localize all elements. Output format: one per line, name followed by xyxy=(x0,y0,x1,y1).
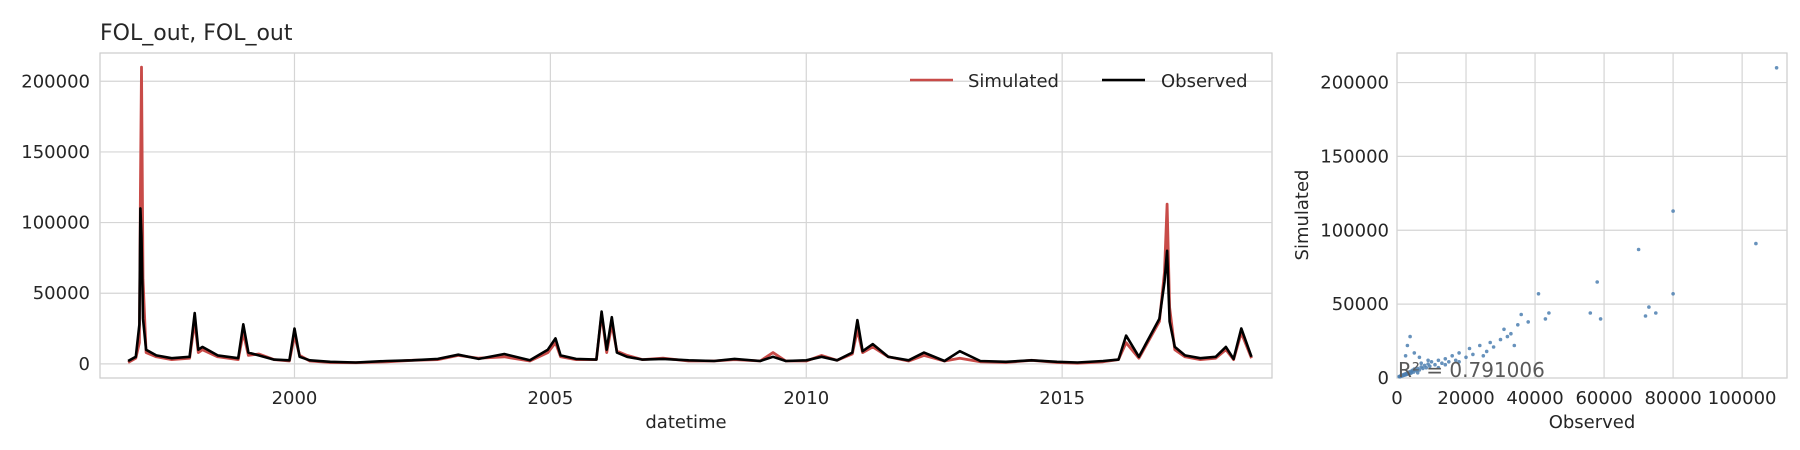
scatter-y-tick-label: 100000 xyxy=(1320,220,1389,241)
scatter-point xyxy=(1491,345,1496,349)
r-squared-annotation: R² = 0.791006 xyxy=(1398,358,1545,382)
series-line-observed xyxy=(127,207,1253,364)
scatter-point xyxy=(1519,312,1523,317)
scatter-point xyxy=(1408,334,1412,339)
scatter-point xyxy=(1636,247,1641,252)
scatter-x-tick-label: 60000 xyxy=(1575,388,1632,409)
scatter-x-ticks: 0 20000 40000 60000 80000 100000 xyxy=(1391,388,1776,409)
scatter-point xyxy=(1595,280,1599,284)
scatter-point xyxy=(1415,371,1420,375)
scatter-point xyxy=(1598,317,1603,321)
timeseries-x-ticks: 2000 2005 2010 2015 xyxy=(272,388,1085,409)
scatter-point xyxy=(1536,292,1541,296)
scatter-point xyxy=(1647,305,1651,309)
scatter-x-tick-label: 80000 xyxy=(1644,388,1701,409)
scatter-x-tick-label: 100000 xyxy=(1708,388,1777,409)
scatter-y-axis-label: Simulated xyxy=(1292,170,1313,261)
scatter-y-ticks: 0 50000 100000 150000 200000 xyxy=(1320,73,1389,389)
scatter-point xyxy=(1547,311,1551,315)
scatter-point xyxy=(1403,354,1408,358)
scatter-point xyxy=(1443,357,1448,361)
scatter-point xyxy=(1588,311,1593,315)
scatter-point xyxy=(1471,352,1475,357)
scatter-y-tick-label: 0 xyxy=(1378,368,1389,389)
legend-simulated-label: Simulated xyxy=(968,71,1059,92)
scatter-point xyxy=(1457,351,1461,355)
scatter-x-tick-label: 40000 xyxy=(1506,388,1563,409)
scatter-point xyxy=(1436,365,1441,370)
scatter-point xyxy=(1654,311,1658,315)
scatter-x-tick-label: 0 xyxy=(1391,388,1402,409)
scatter-point xyxy=(1671,209,1675,213)
scatter-point xyxy=(1417,355,1422,360)
scatter-point xyxy=(1505,334,1510,339)
timeseries-title: FOL_out, FOL_out xyxy=(100,21,293,46)
scatter-point xyxy=(1671,292,1675,296)
timeseries-y-ticks: 0 50000 100000 150000 200000 xyxy=(21,71,90,375)
scatter-panel: 0 50000 100000 150000 200000 0 20000 40000 6000… xyxy=(1292,52,1788,433)
scatter-plot-area xyxy=(1396,52,1788,379)
timeseries-y-tick-label: 200000 xyxy=(21,71,90,92)
scatter-point xyxy=(1498,337,1503,342)
scatter-point xyxy=(1419,365,1423,369)
scatter-point xyxy=(1426,362,1430,366)
scatter-point xyxy=(1543,317,1548,321)
scatter-point xyxy=(1443,362,1448,367)
scatter-point xyxy=(1433,362,1437,367)
scatter-point xyxy=(1440,361,1444,366)
scatter-y-tick-label: 200000 xyxy=(1320,73,1389,94)
scatter-point xyxy=(1488,340,1492,345)
timeseries-x-tick-label: 2000 xyxy=(272,388,318,409)
scatter-point xyxy=(1481,354,1486,358)
scatter-point xyxy=(1509,331,1513,336)
scatter-point xyxy=(1436,358,1441,363)
timeseries-y-tick-label: 50000 xyxy=(33,283,90,304)
scatter-point xyxy=(1397,374,1401,379)
timeseries-lines xyxy=(127,65,1253,365)
timeseries-x-tick-label: 2010 xyxy=(783,388,829,409)
scatter-point xyxy=(1484,349,1489,354)
scatter-point xyxy=(1457,360,1461,364)
scatter-point xyxy=(1643,314,1648,318)
timeseries-x-tick-label: 2005 xyxy=(527,388,573,409)
scatter-point xyxy=(1464,355,1468,360)
timeseries-plot-area xyxy=(99,52,1273,379)
timeseries-panel: 0 50000 100000 150000 200000 2000 2005 2010 201… xyxy=(21,21,1273,433)
timeseries-x-tick-label: 2015 xyxy=(1039,388,1085,409)
scatter-grid xyxy=(1396,53,1787,379)
scatter-point xyxy=(1512,343,1517,348)
scatter-point xyxy=(1422,363,1427,368)
scatter-point xyxy=(1502,327,1506,332)
scatter-point xyxy=(1405,343,1410,348)
scatter-point xyxy=(1429,360,1434,364)
scatter-points xyxy=(1397,66,1779,379)
legend-observed-label: Observed xyxy=(1161,71,1248,92)
scatter-point xyxy=(1467,346,1472,351)
scatter-y-tick-label: 50000 xyxy=(1332,294,1389,315)
scatter-x-tick-label: 20000 xyxy=(1437,388,1494,409)
timeseries-y-tick-label: 100000 xyxy=(21,213,90,234)
timeseries-y-tick-label: 0 xyxy=(79,354,90,375)
scatter-point xyxy=(1450,354,1454,358)
scatter-point xyxy=(1774,66,1779,70)
scatter-x-axis-label: Observed xyxy=(1549,412,1636,433)
scatter-point xyxy=(1412,351,1417,355)
timeseries-legend: Simulated Observed xyxy=(910,71,1248,92)
scatter-point xyxy=(1526,320,1530,324)
scatter-point xyxy=(1453,358,1458,363)
scatter-point xyxy=(1426,358,1430,363)
timeseries-y-tick-label: 150000 xyxy=(21,142,90,163)
scatter-point xyxy=(1447,360,1451,364)
scatter-point xyxy=(1478,343,1482,348)
scatter-point xyxy=(1754,241,1758,246)
scatter-y-tick-label: 150000 xyxy=(1320,146,1389,167)
scatter-point xyxy=(1419,361,1423,366)
timeseries-x-axis-label: datetime xyxy=(645,412,726,433)
scatter-point xyxy=(1516,323,1520,327)
